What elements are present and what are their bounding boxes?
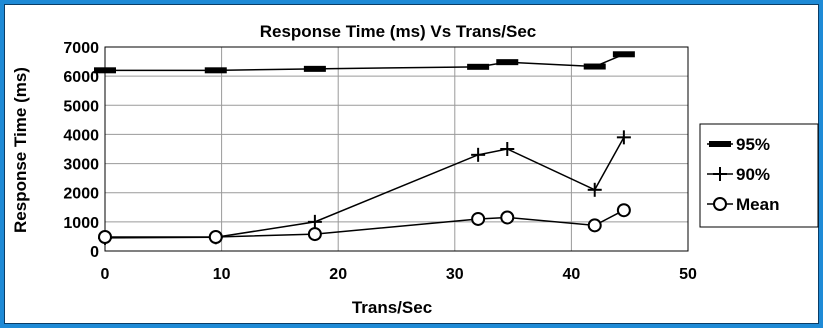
y-tick-label: 6000 [63,69,99,86]
y-tick-label: 4000 [63,127,99,144]
x-tick-label: 20 [329,266,347,283]
data-point [208,230,223,245]
data-point [98,230,112,245]
data-point [204,67,227,74]
series-2 [98,203,631,245]
x-tick-label: 0 [101,266,110,283]
y-tick-label: 7000 [63,40,99,57]
legend-label: 95% [736,135,770,154]
legend: 95% 90% Mean [699,123,819,228]
x-tick-label: 40 [563,266,581,283]
data-point [303,65,326,72]
legend-marker [713,197,727,211]
series-line [105,53,625,72]
legend-label: Mean [736,195,779,214]
legend-marker [713,167,727,181]
x-axis-label: Trans/Sec [352,298,432,317]
data-point [496,59,519,66]
legend-label: 90% [736,165,770,184]
data-point [587,218,602,233]
data-point [94,67,116,74]
chart-title: Response Time (ms) Vs Trans/Sec [260,22,537,41]
chart-frame: Response Time (ms) Vs Trans/Sec Trans/Se… [4,4,819,324]
y-tick-label: 0 [90,244,99,261]
chart-svg: Response Time (ms) Vs Trans/Sec Trans/Se… [11,22,819,317]
data-point [467,63,490,70]
data-point [616,203,631,218]
data-point [500,142,515,156]
x-tick-label: 30 [446,266,464,283]
x-tick-label: 10 [213,266,231,283]
legend-marker [709,141,731,147]
data-point [583,63,606,70]
y-tick-label: 2000 [63,186,99,203]
data-point [307,227,322,242]
legend-item: Mean [707,195,779,214]
legend-item: 90% [707,165,770,184]
data-point [471,211,486,226]
series-line [104,136,625,239]
series-1 [98,130,631,245]
series-0 [94,51,635,74]
data-point [587,182,602,197]
y-tick-label: 1000 [63,215,99,232]
data-point [612,51,635,58]
legend-item: 95% [707,135,770,154]
data-point [616,130,631,145]
plot-border [104,46,689,252]
plot-area: 0 1000 2000 3000 4000 5000 6000 7000 0 10 20 30 40 50 [63,40,697,283]
y-tick-label: 5000 [63,98,99,115]
y-tick-label: 3000 [63,157,99,174]
y-axis-label: Response Time (ms) [11,67,30,233]
data-point [471,147,486,162]
series-line [105,209,625,238]
x-tick-label: 50 [679,266,697,283]
data-point [307,214,322,229]
data-point [500,210,515,225]
